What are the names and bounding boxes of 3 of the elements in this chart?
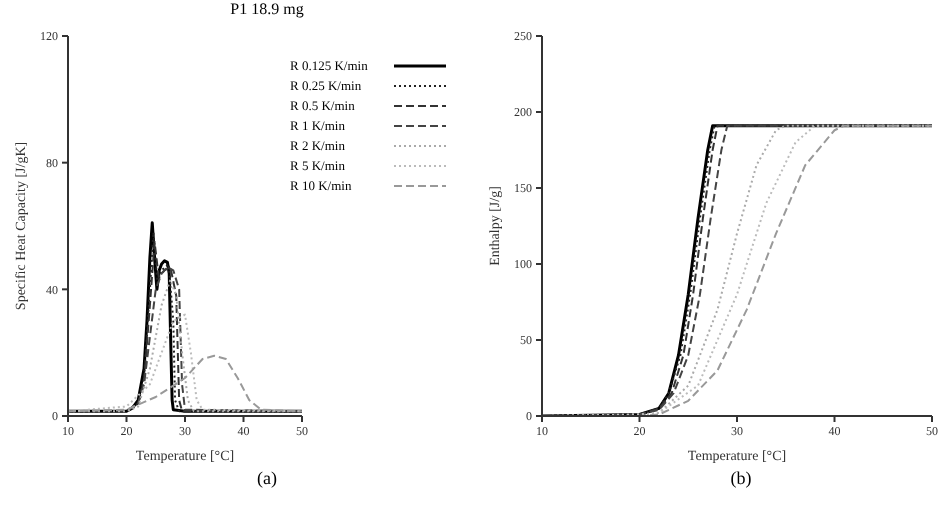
text: (b) [730,468,752,488]
text: (a) [257,468,277,488]
chart-title: P1 18.9 mg [228,0,306,22]
